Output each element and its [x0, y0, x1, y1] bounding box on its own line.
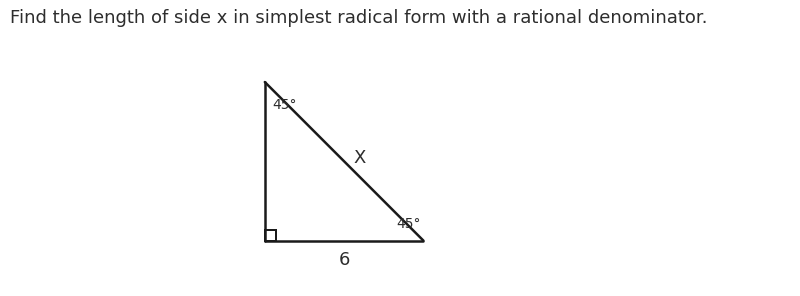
Text: 6: 6: [338, 251, 350, 269]
Text: 45°: 45°: [397, 217, 421, 231]
Text: X: X: [354, 149, 366, 167]
Bar: [265, 229, 276, 241]
Text: 45°: 45°: [273, 98, 298, 112]
Text: Find the length of side x in simplest radical form with a rational denominator.: Find the length of side x in simplest ra…: [10, 9, 707, 27]
